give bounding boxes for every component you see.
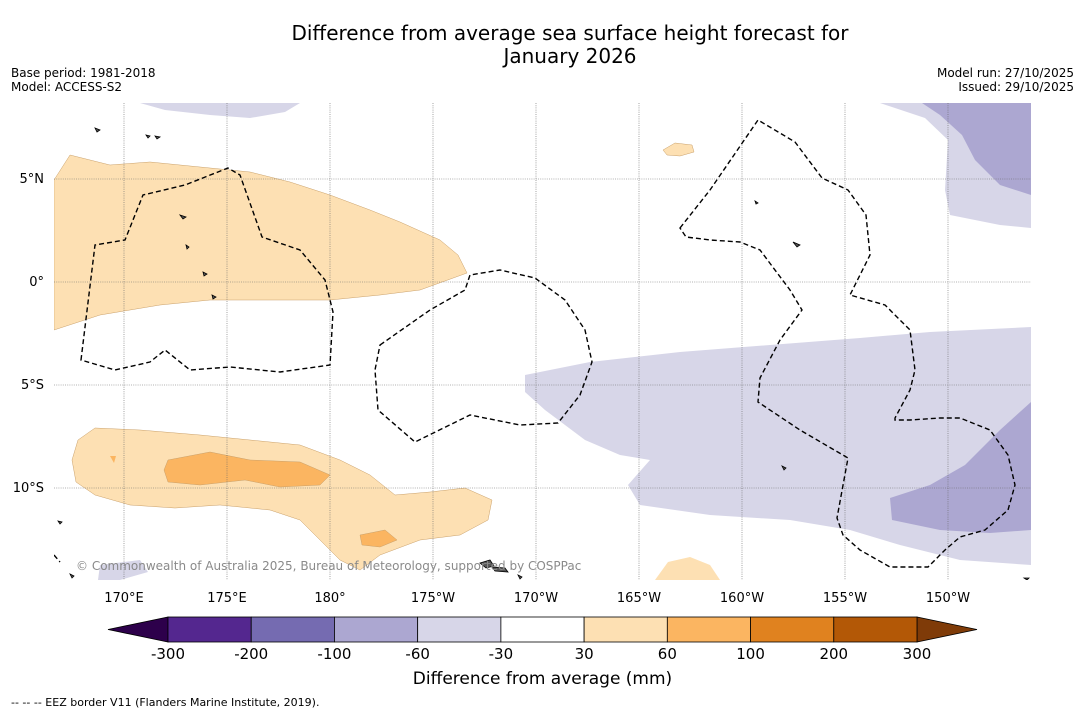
colorbar-tick-label: 60	[658, 645, 677, 663]
lat-label-5n: 5°N	[20, 172, 45, 187]
islands	[57, 127, 1030, 580]
island	[781, 465, 787, 471]
title-line-1: Difference from average sea surface heig…	[291, 21, 849, 45]
anomaly-region-low-southeast-strong	[890, 402, 1031, 533]
eez-borders	[54, 119, 1016, 568]
colorbar-segment	[833, 616, 918, 643]
island	[491, 566, 509, 573]
run-info-right: Model run: 27/10/2025 Issued: 29/10/2025	[937, 66, 1074, 94]
colorbar-segment	[167, 616, 252, 643]
eez-border-kiribati-gilbert	[80, 167, 334, 373]
lon-label-180: 180°	[314, 591, 345, 606]
longitude-labels: 170°E 175°E 180° 175°W 170°W 165°W 160°W…	[104, 591, 970, 606]
colorbar: -300 -200 -100 -60 -30 30 60 100 200 300	[107, 616, 978, 663]
anomaly-region-low-northeast-strong	[922, 103, 1031, 195]
lon-label-150w: 150°W	[926, 591, 970, 606]
graticule	[54, 103, 1031, 580]
island	[479, 559, 495, 569]
eez-border-tokelau-edge	[54, 554, 61, 563]
island	[185, 244, 190, 250]
model-run-date: Model run: 27/10/2025	[936, 66, 1074, 80]
colorbar-tick-label: -100	[317, 645, 351, 663]
island	[154, 135, 162, 140]
lat-label-10s: 10°S	[13, 481, 44, 496]
island	[94, 127, 101, 133]
anomaly-region-high-islet-strong	[359, 529, 398, 548]
anomaly-region-high-small	[110, 456, 116, 463]
island	[57, 520, 63, 525]
colorbar-segment	[250, 616, 335, 643]
colorbar-tick-label: 100	[736, 645, 765, 663]
run-info-left: Base period: 1981-2018 Model: ACCESS-S2	[11, 66, 156, 94]
base-period: Base period: 1981-2018	[11, 66, 156, 80]
island	[1022, 577, 1030, 580]
lon-label-165w: 165°W	[617, 591, 661, 606]
colorbar-label: Difference from average (mm)	[412, 669, 673, 689]
model-name: Model: ACCESS-S2	[11, 80, 123, 94]
eez-border-phoenix	[374, 269, 593, 443]
lon-label-155w: 155°W	[823, 591, 867, 606]
island	[754, 200, 759, 205]
island	[69, 573, 75, 579]
colorbar-segment	[750, 616, 835, 643]
colorbar-tick-label: 200	[819, 645, 848, 663]
lon-label-175w: 175°W	[411, 591, 455, 606]
island	[145, 134, 151, 139]
colorbar-segment	[500, 616, 585, 643]
colorbar-tick-label: 300	[903, 645, 932, 663]
lon-label-160w: 160°W	[720, 591, 764, 606]
eez-border-line-islands	[679, 119, 1016, 568]
anomaly-region-high-north	[54, 154, 468, 331]
island	[202, 271, 208, 277]
colorbar-segment	[417, 616, 502, 643]
anomaly-region-low-southwest	[98, 560, 148, 580]
lon-label-170w: 170°W	[514, 591, 558, 606]
island	[517, 574, 523, 580]
colorbar-segment	[334, 616, 419, 643]
copyright-notice: © Commonwealth of Australia 2025, Bureau…	[76, 559, 581, 573]
issued-date: Issued: 29/10/2025	[958, 80, 1074, 94]
title-line-2: January 2026	[503, 44, 637, 68]
eez-legend-note: -- -- -- EEZ border V11 (Flanders Marine…	[11, 696, 320, 709]
colorbar-tick-label: 30	[575, 645, 594, 663]
island	[178, 214, 187, 220]
anomaly-region-low-north	[140, 103, 300, 118]
anomaly-region-high-northeast-islet	[662, 142, 695, 157]
map-panel: © Commonwealth of Australia 2025, Bureau…	[54, 103, 1031, 580]
colorbar-tick-label: -60	[405, 645, 430, 663]
anomaly-region-high-south-edge	[655, 557, 720, 580]
island	[211, 294, 217, 300]
latitude-labels: 5°N 0° 5°S 10°S	[13, 172, 44, 496]
colorbar-segment	[583, 616, 668, 643]
colorbar-tick-label: -300	[151, 645, 185, 663]
colorbar-extend-low	[107, 616, 169, 643]
anomaly-region-high-south-strong	[163, 451, 331, 488]
lon-label-170e: 170°E	[104, 591, 144, 606]
map-title: Difference from average sea surface heig…	[0, 22, 1085, 68]
island	[792, 241, 801, 248]
colorbar-tick-label: -30	[489, 645, 514, 663]
colorbar-extend-high	[916, 616, 978, 643]
lon-label-175e: 175°E	[207, 591, 247, 606]
colorbar-tick-label: -200	[234, 645, 268, 663]
lat-label-5s: 5°S	[21, 378, 44, 393]
colorbar-segment	[666, 616, 751, 643]
lat-label-0: 0°	[29, 275, 44, 290]
